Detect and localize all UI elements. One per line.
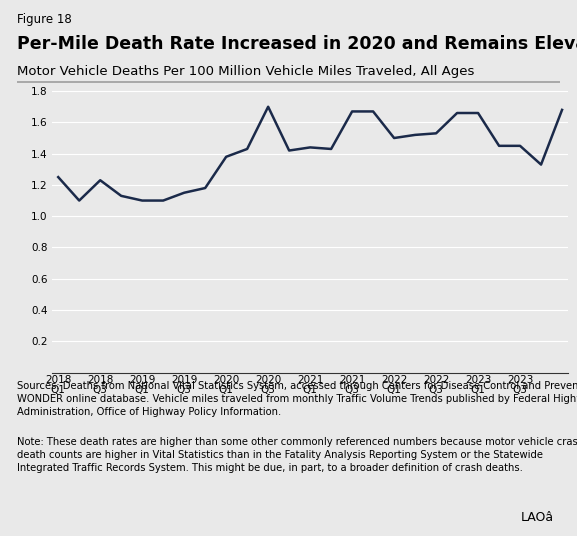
Text: Motor Vehicle Deaths Per 100 Million Vehicle Miles Traveled, All Ages: Motor Vehicle Deaths Per 100 Million Veh…	[17, 65, 475, 78]
Text: Sources: Deaths from National Vital Statistics System, accessed through Centers : Sources: Deaths from National Vital Stat…	[17, 381, 577, 417]
Text: Figure 18: Figure 18	[17, 13, 72, 26]
Text: Note: These death rates are higher than some other commonly referenced numbers b: Note: These death rates are higher than …	[17, 437, 577, 473]
Text: Per-Mile Death Rate Increased in 2020 and Remains Elevated: Per-Mile Death Rate Increased in 2020 an…	[17, 35, 577, 53]
Text: LAOâ: LAOâ	[521, 511, 554, 524]
